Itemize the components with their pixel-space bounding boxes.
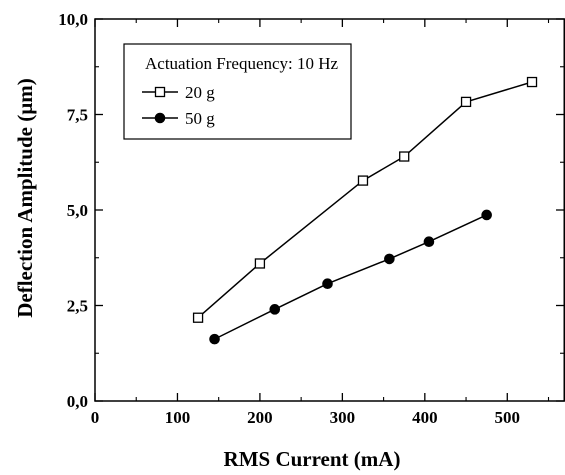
legend-label: 50 g: [185, 109, 215, 128]
y-tick-label: 0,0: [67, 392, 88, 411]
data-point-20-g: [358, 176, 367, 185]
legend-label: 20 g: [185, 83, 215, 102]
data-point-50-g: [424, 237, 434, 247]
x-tick-label: 100: [165, 408, 191, 427]
series-50-g: [210, 210, 492, 344]
y-tick-label: 7,5: [67, 106, 88, 125]
data-point-20-g: [255, 259, 264, 268]
legend-marker: [155, 113, 165, 123]
data-point-20-g: [194, 313, 203, 322]
data-point-50-g: [323, 279, 333, 289]
y-tick-labels: 0,0 2,5 5,0 7,5 10,0: [58, 10, 88, 411]
data-point-50-g: [482, 210, 492, 220]
data-point-20-g: [400, 152, 409, 161]
legend-title: Actuation Frequency: 10 Hz: [145, 54, 339, 73]
data-point-20-g: [462, 97, 471, 106]
y-tick-label: 2,5: [67, 297, 88, 316]
legend-marker: [156, 88, 165, 97]
data-point-50-g: [270, 305, 280, 315]
data-point-50-g: [210, 334, 220, 344]
x-tick-label: 200: [247, 408, 273, 427]
x-axis-title: RMS Current (mA): [224, 447, 401, 471]
y-tick-label: 5,0: [67, 201, 88, 220]
data-point-50-g: [385, 254, 395, 264]
legend: Actuation Frequency: 10 Hz 20 g 50 g: [124, 44, 351, 139]
y-tick-label: 10,0: [58, 10, 88, 29]
x-tick-labels: 0 100 200 300 400 500: [91, 408, 520, 427]
x-tick-label: 300: [330, 408, 356, 427]
x-tick-label: 0: [91, 408, 100, 427]
y-axis-title: Deflection Amplitude (µm): [13, 78, 37, 318]
data-point-20-g: [528, 78, 537, 87]
x-tick-label: 400: [412, 408, 438, 427]
x-tick-label: 500: [495, 408, 521, 427]
series-line-50-g: [215, 215, 487, 339]
